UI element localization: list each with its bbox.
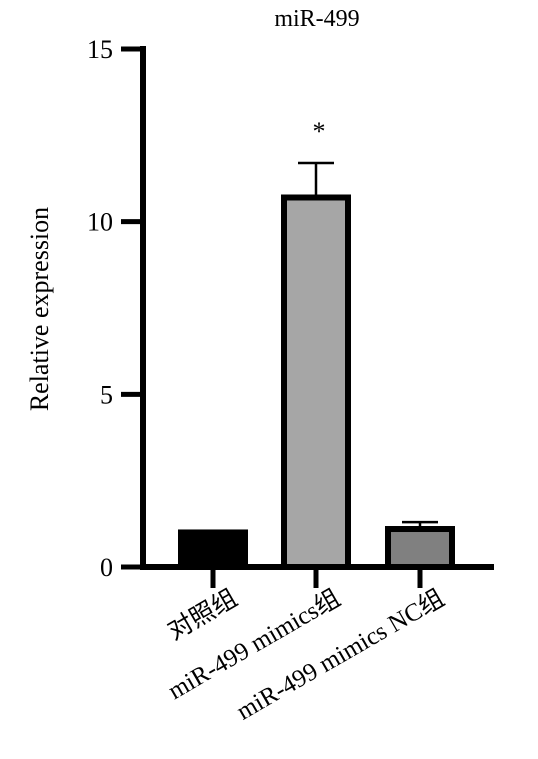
x-tick-label: miR-499 mimics组 [163, 584, 345, 705]
y-tick-label: 5 [100, 380, 113, 409]
bars [178, 161, 455, 571]
x-tick-label: 对照组 [163, 584, 242, 646]
y-tick-label: 0 [100, 553, 113, 582]
y-axis-label: Relative expression [25, 207, 54, 411]
chart-title: miR-499 [274, 6, 359, 32]
bar [281, 194, 351, 570]
significance-marker: * [313, 117, 326, 146]
bar [385, 526, 455, 570]
bar [178, 529, 248, 571]
y-tick-label: 10 [87, 208, 113, 237]
y-tick-label: 15 [87, 35, 113, 64]
